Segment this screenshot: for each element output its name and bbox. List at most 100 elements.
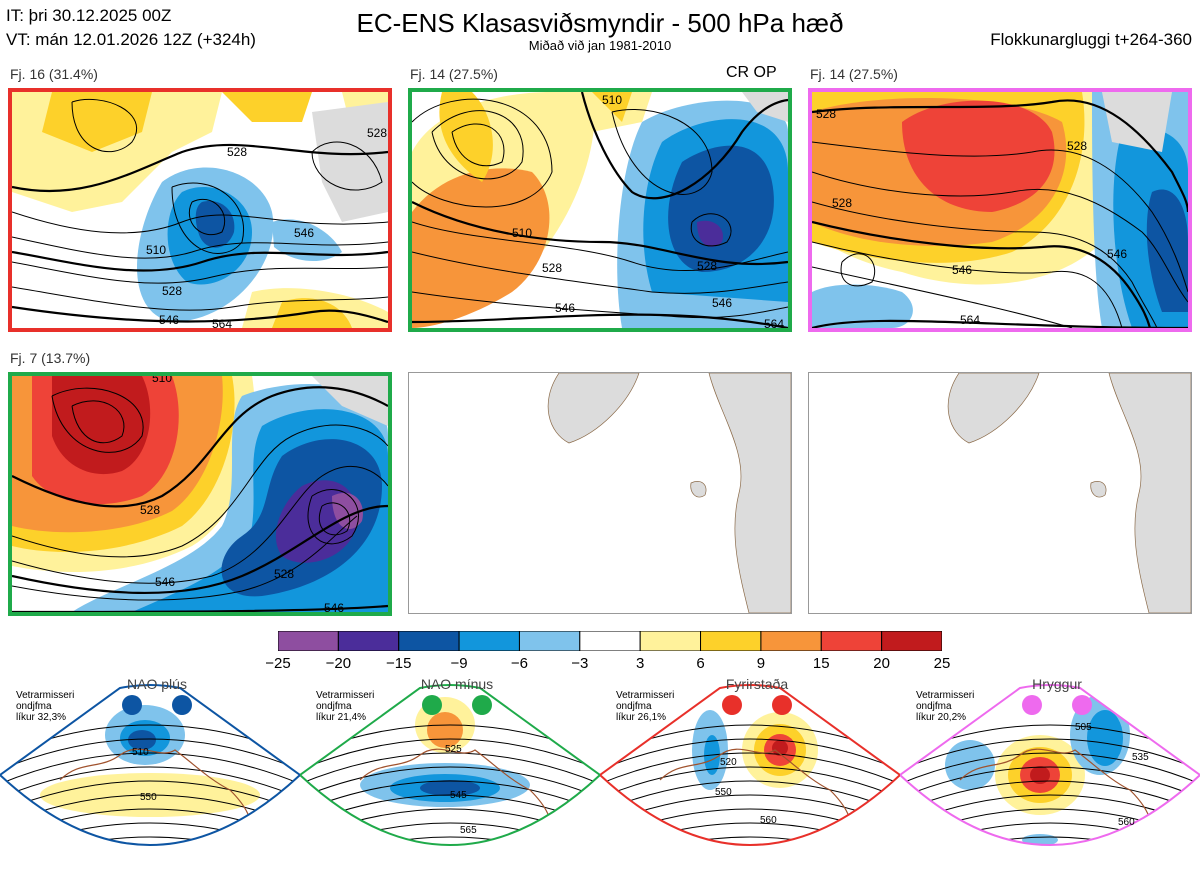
regime-panel: 525 545 565 NAO mínus Vetrarmisseri ondjfma lí…	[298, 670, 602, 870]
coastline	[359, 748, 552, 841]
height-contour	[600, 766, 900, 803]
colorbar-tick: −3	[571, 655, 589, 672]
regime-marker-icon	[722, 695, 742, 715]
regime-panel: 505 535 560 Hryggur Vetrarmisseri ondjfma líku…	[898, 670, 1200, 870]
height-contour	[900, 780, 1200, 817]
page-title: EC-ENS Klasasviðsmyndir - 500 hPa hæð	[356, 8, 844, 38]
regime-panel: 520 550 560 Fyrirstaða Vetrarmisseri ondjfma l…	[598, 670, 902, 870]
colorbar	[278, 631, 942, 651]
contour-label: 546	[155, 575, 175, 589]
panel-4-label: Fj. 7 (13.7%)	[10, 350, 91, 366]
regime-fan-outline	[0, 684, 302, 846]
colorbar-tick: 3	[636, 655, 645, 672]
colorbar-swatch	[639, 631, 702, 651]
contour-label: 560	[760, 815, 777, 826]
regime-marker-icon	[472, 695, 492, 715]
colorbar-tick: −25	[265, 655, 291, 672]
contour-label: 546	[952, 263, 972, 277]
cluster-map-3: 528 528 528 546 546 564	[808, 88, 1192, 332]
colorbar-swatch	[700, 631, 762, 651]
colorbar-tick: 20	[873, 655, 890, 672]
coastline	[59, 748, 252, 841]
empty-map-5	[408, 372, 792, 614]
classification-window: Flokkunargluggi t+264-360	[990, 30, 1192, 49]
colorbar-swatch	[518, 631, 581, 651]
regime-fan-outline	[598, 684, 902, 846]
contour-label: 528	[697, 259, 717, 273]
contour-label: 565	[460, 825, 477, 836]
height-contour	[900, 752, 1200, 789]
height-contour	[300, 766, 600, 803]
colorbar-swatch	[760, 631, 822, 651]
regime-title: Fyrirstaða	[725, 676, 789, 692]
valid-time: VT: mán 12.01.2026 12Z (+324h)	[6, 30, 256, 49]
contour-label: 564	[960, 313, 980, 327]
contour-label: 546	[294, 226, 314, 240]
contour-label: 564	[212, 317, 232, 328]
height-contour	[0, 780, 300, 817]
height-contour	[600, 836, 900, 845]
colorbar-swatch	[337, 631, 400, 651]
cluster-map-1: 510 528 546 528 546 528 564	[8, 88, 392, 332]
contour-label: 545	[450, 790, 467, 801]
regime-title: Hryggur	[1032, 676, 1082, 692]
height-contour	[900, 738, 1200, 775]
contour-label: 550	[715, 787, 732, 798]
colorbar-tick: 6	[696, 655, 705, 672]
contour-label: 525	[445, 744, 462, 755]
height-contour	[0, 752, 300, 789]
panel-2-label: Fj. 14 (27.5%)	[410, 66, 498, 82]
contour-label: 546	[1107, 247, 1127, 261]
cluster-map-4: 510 528 546 528 546	[8, 372, 392, 616]
contour-label: 520	[720, 757, 737, 768]
contour-label: 550	[140, 792, 157, 803]
regime-probability: Vetrarmisseri ondjfma líkur 20,2%	[916, 690, 975, 723]
colorbar-swatch	[398, 631, 460, 651]
contour-label: 564	[764, 317, 784, 328]
contour-label: 528	[1067, 139, 1087, 153]
panel-1-label: Fj. 16 (31.4%)	[10, 66, 98, 82]
contour-label: 528	[162, 284, 182, 298]
height-contour	[300, 780, 600, 817]
height-contour	[600, 738, 900, 775]
regime-fan-outline	[898, 684, 1200, 846]
colorbar-tick: −20	[325, 655, 352, 672]
height-contour	[900, 766, 1200, 803]
height-contour	[0, 836, 300, 845]
anomaly-shade	[1030, 766, 1050, 784]
colorbar-swatch	[458, 631, 520, 651]
contour-label: 535	[1132, 752, 1149, 763]
colorbar-tick: 25	[933, 655, 951, 672]
contour-label: 510	[602, 93, 622, 107]
contour-label: 528	[542, 261, 562, 275]
regime-probability: Vetrarmisseri ondjfma líkur 26,1%	[616, 690, 675, 723]
contour-label: 546	[324, 601, 344, 612]
regime-probability: Vetrarmisseri ondjfma líkur 21,4%	[316, 690, 375, 723]
height-contour	[0, 766, 300, 803]
init-time: IT: þri 30.12.2025 00Z	[6, 6, 172, 25]
contour-label: 528	[367, 126, 387, 140]
height-contour	[0, 738, 300, 775]
contour-label: 546	[159, 313, 179, 327]
height-contour	[300, 752, 600, 789]
coastline	[659, 748, 852, 841]
colorbar-tick: 15	[812, 655, 830, 672]
height-contour	[600, 752, 900, 789]
contour-label: 546	[712, 296, 732, 310]
anomaly-shade	[420, 780, 480, 796]
contour-label: 505	[1075, 722, 1092, 733]
regime-marker-icon	[772, 695, 792, 715]
colorbar-swatch	[278, 631, 339, 651]
contour-label: 510	[512, 226, 532, 240]
anomaly-shade	[427, 712, 463, 748]
regime-fan-outline	[298, 684, 602, 846]
regime-marker-icon	[422, 695, 442, 715]
coastline	[959, 748, 1152, 841]
contour-label: 528	[140, 503, 160, 517]
colorbar-swatch	[579, 631, 641, 651]
colorbar-tick: −6	[510, 655, 528, 672]
regime-probability: Vetrarmisseri ondjfma líkur 32,3%	[16, 690, 75, 723]
cluster-map-2: 510 510 528 546 528 546 564	[408, 88, 792, 332]
regime-marker-icon	[1022, 695, 1042, 715]
regime-title: NAO mínus	[420, 676, 494, 692]
